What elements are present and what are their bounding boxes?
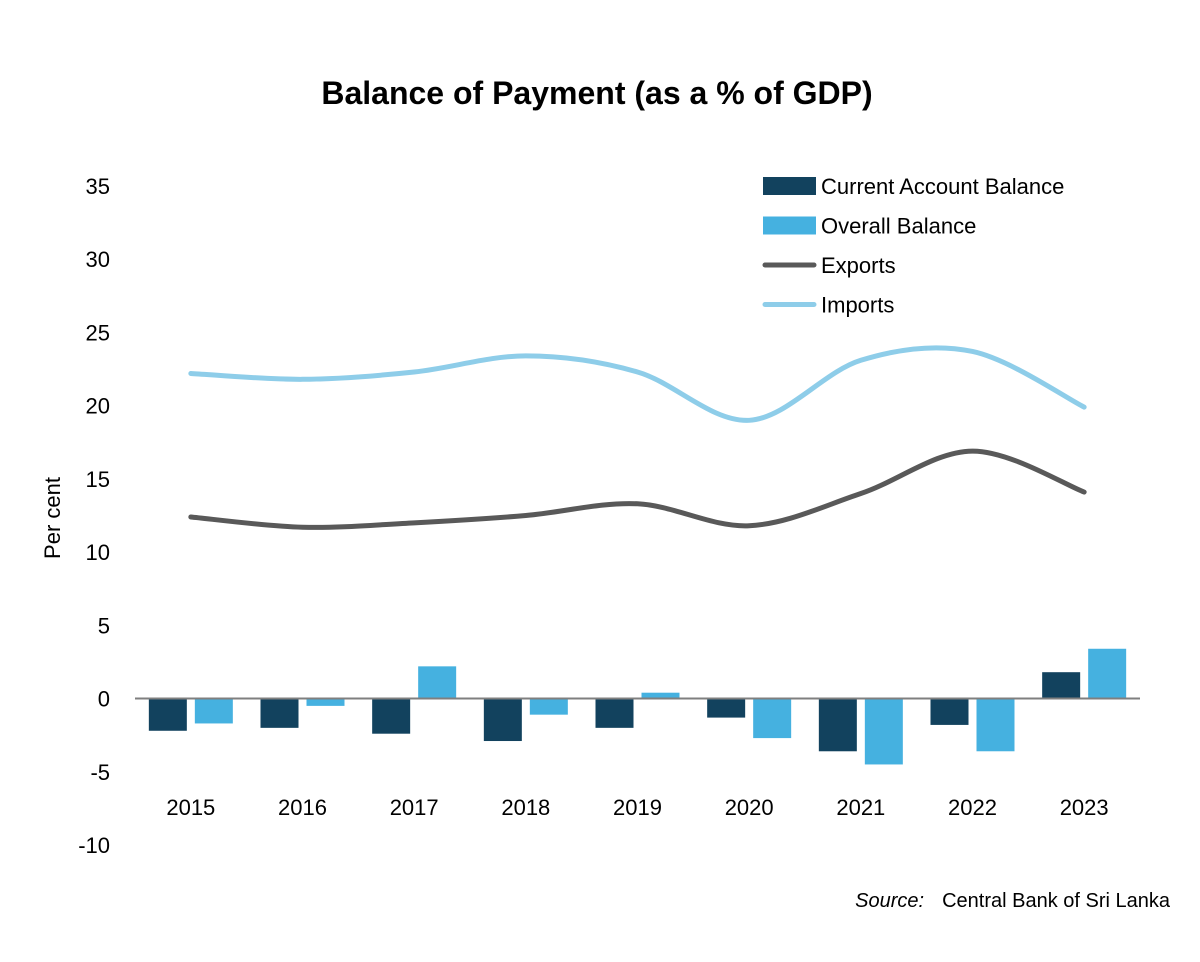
legend-label: Overall Balance (821, 214, 976, 239)
overall-balance-bar (976, 698, 1015, 752)
current-account-balance-bar (372, 698, 411, 734)
current-account-balance-bar (483, 698, 522, 742)
overall-balance-bar (194, 698, 233, 724)
exports-line (188, 448, 1087, 530)
legend: Current Account Balance Overall Balance Ex… (762, 174, 1064, 318)
x-tick-label: 2022 (948, 795, 997, 820)
legend-label: Current Account Balance (821, 174, 1064, 199)
y-tick-label: 25 (86, 320, 110, 345)
x-axis-ticks: 2015 2016 2017 2018 2019 2020 2021 2022 2023 (166, 795, 1108, 820)
legend-item-current-account-balance: Current Account Balance (763, 174, 1064, 199)
legend-item-imports: Imports (762, 293, 894, 318)
overall-balance-bar (1088, 648, 1127, 699)
current-account-balance-bar (148, 698, 187, 731)
legend-label: Imports (821, 293, 894, 318)
y-tick-label: 30 (86, 247, 110, 272)
current-account-balance-bar (1042, 672, 1081, 699)
x-tick-label: 2021 (836, 795, 885, 820)
x-tick-label: 2020 (725, 795, 774, 820)
y-tick-label: 15 (86, 467, 110, 492)
y-axis-label: Per cent (40, 477, 65, 559)
overall-balance-bar (753, 698, 792, 739)
y-tick-label: -5 (90, 760, 110, 785)
y-tick-label: 35 (86, 174, 110, 199)
legend-label: Exports (821, 253, 896, 278)
legend-swatch (763, 177, 816, 195)
y-tick-label: 10 (86, 540, 110, 565)
legend-swatch (763, 216, 816, 235)
overall-balance-bar (641, 692, 680, 699)
current-account-balance-bar (260, 698, 299, 728)
current-account-balance-bar (595, 698, 634, 728)
y-tick-label: 5 (98, 613, 110, 638)
chart-title: Balance of Payment (as a % of GDP) (321, 75, 872, 111)
source-text: Central Bank of Sri Lanka (942, 890, 1170, 912)
x-tick-label: 2018 (501, 795, 550, 820)
x-tick-label: 2019 (613, 795, 662, 820)
legend-item-overall-balance: Overall Balance (763, 214, 976, 239)
y-axis-ticks: 35 30 25 20 15 10 5 0 -5 -10 (78, 174, 110, 858)
line-series (188, 345, 1087, 530)
overall-balance-bar (864, 698, 903, 765)
source-note: Source: Central Bank of Sri Lanka (855, 890, 1170, 913)
source-label: Source: (855, 890, 925, 912)
overall-balance-bar (418, 666, 457, 699)
y-tick-label: 0 (98, 687, 110, 712)
legend-item-exports: Exports (762, 253, 896, 278)
current-account-balance-bar (818, 698, 857, 752)
current-account-balance-bar (707, 698, 746, 718)
current-account-balance-bar (930, 698, 969, 725)
x-tick-label: 2016 (278, 795, 327, 820)
x-tick-label: 2017 (390, 795, 439, 820)
y-tick-label: 20 (86, 394, 110, 419)
bar-series (148, 648, 1127, 765)
overall-balance-bar (529, 698, 568, 715)
y-tick-label: -10 (78, 833, 110, 858)
x-tick-label: 2015 (166, 795, 215, 820)
imports-line (188, 345, 1087, 423)
overall-balance-bar (306, 698, 345, 706)
x-tick-label: 2023 (1060, 795, 1109, 820)
